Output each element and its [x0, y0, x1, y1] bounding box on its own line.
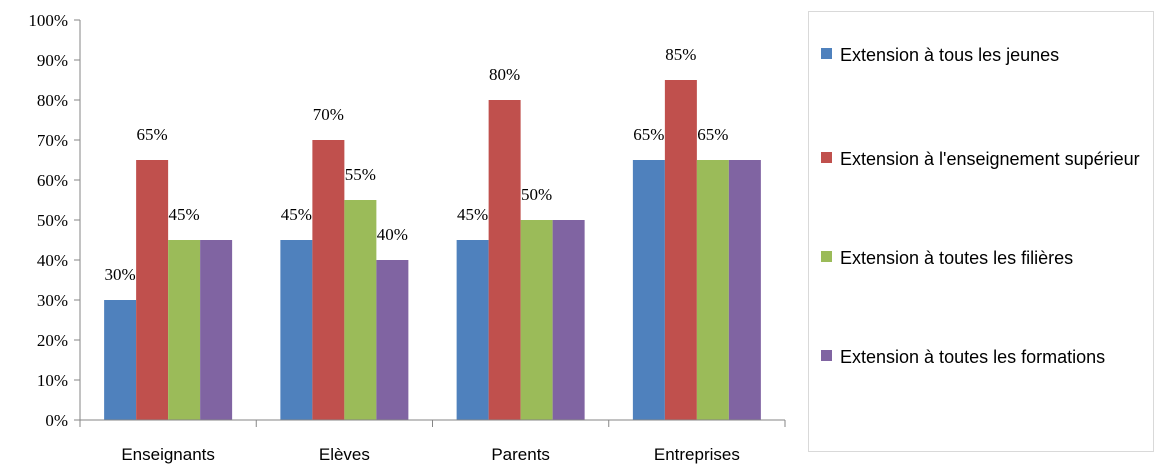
bar-s0-2 [456, 240, 489, 420]
legend-item-formations: Extension à toutes les formations [821, 344, 1151, 370]
bar-s2-0 [168, 240, 201, 420]
x-tick-label: Enseignants [121, 445, 215, 464]
bar-s3-2 [552, 220, 585, 420]
y-tick-label: 90% [37, 51, 68, 70]
y-tick-label: 50% [37, 211, 68, 230]
bar-s1-0 [136, 160, 169, 420]
y-tick-label: 60% [37, 171, 68, 190]
y-tick-label: 0% [45, 411, 68, 430]
bar-s3-0 [200, 240, 233, 420]
y-tick-label: 40% [37, 251, 68, 270]
data-label: 65% [137, 125, 168, 144]
y-tick-label: 80% [37, 91, 68, 110]
data-label: 45% [281, 205, 312, 224]
legend-swatch-filieres [821, 251, 832, 262]
legend-label-formations: Extension à toutes les formations [840, 347, 1106, 367]
legend-label-jeunes: Extension à tous les jeunes [840, 45, 1060, 65]
legend-swatch-formations [821, 350, 832, 361]
x-tick-label: Parents [491, 445, 550, 464]
bar-s0-0 [104, 300, 137, 420]
bar-chart: 0% 10% 20% 30% 40% 50% 60% 70% 80% 90% 100% Enseign… [28, 11, 786, 464]
data-label: 55% [345, 165, 376, 184]
y-tick-label: 20% [37, 331, 68, 350]
x-tick-label: Entreprises [654, 445, 740, 464]
y-tick-label: 30% [37, 291, 68, 310]
bar-s3-3 [728, 160, 761, 420]
bar-s2-3 [696, 160, 729, 420]
legend-swatch-jeunes [821, 48, 832, 59]
y-tick-label: 10% [37, 371, 68, 390]
data-label: 70% [313, 105, 344, 124]
data-label: 80% [489, 65, 520, 84]
bar-s0-3 [632, 160, 665, 420]
y-tick-label: 70% [37, 131, 68, 150]
legend-item-superieur: Extension à l'enseignement supérieur [821, 146, 1151, 172]
data-label: 85% [665, 45, 696, 64]
legend: Extension à tous les jeunes Extension à … [808, 11, 1154, 452]
legend-item-jeunes: Extension à tous les jeunes [821, 42, 1151, 68]
legend-label-filieres: Extension à toutes les filières [840, 248, 1074, 268]
x-tick-label: Elèves [319, 445, 370, 464]
y-tick-label: 100% [28, 11, 68, 30]
bar-s1-3 [664, 80, 697, 420]
data-label: 40% [377, 225, 408, 244]
bar-s1-1 [312, 140, 345, 420]
data-label: 45% [169, 205, 200, 224]
bar-s2-1 [344, 200, 377, 420]
bar-s0-1 [280, 240, 313, 420]
bar-s2-2 [520, 220, 553, 420]
data-label: 45% [457, 205, 488, 224]
bar-s3-1 [376, 260, 409, 420]
bar-s1-2 [488, 100, 521, 420]
legend-label-superieur: Extension à l'enseignement supérieur [840, 149, 1140, 169]
data-label: 65% [633, 125, 664, 144]
data-label: 30% [105, 265, 136, 284]
data-label: 65% [697, 125, 728, 144]
data-label: 50% [521, 185, 552, 204]
legend-item-filieres: Extension à toutes les filières [821, 245, 1151, 271]
legend-swatch-superieur [821, 152, 832, 163]
